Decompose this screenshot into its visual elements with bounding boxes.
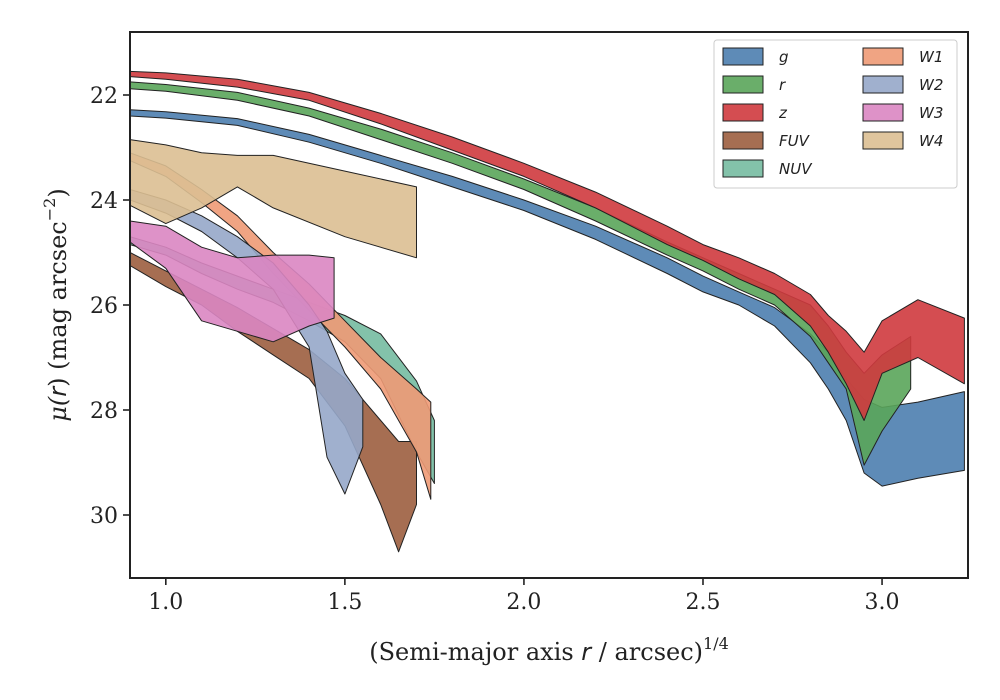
- legend-swatch-nuv: [722, 159, 764, 178]
- x-tick-label: 3.0: [865, 590, 900, 615]
- legend-swatch-w4: [862, 131, 904, 150]
- legend-label-w2: W2: [919, 76, 943, 94]
- legend-label-g: g: [779, 48, 789, 66]
- legend-swatch-r: [722, 75, 764, 94]
- y-tick-label: 22: [90, 84, 118, 109]
- legend-item-z: z: [722, 103, 788, 122]
- band-w3: [130, 220, 335, 343]
- legend-item-nuv: NUV: [722, 159, 813, 178]
- band-z: [130, 70, 965, 421]
- legend-swatch-z: [722, 103, 764, 122]
- legend-label-fuv: FUV: [779, 132, 811, 150]
- legend-swatch-w2: [862, 75, 904, 94]
- legend-swatch-w3: [862, 103, 904, 122]
- x-axis-ticks: 1.0 1.5 2.0 2.5 3.0: [148, 578, 900, 615]
- legend-item-g: g: [722, 47, 789, 66]
- band-areas: [130, 70, 965, 553]
- x-tick-label: 1.0: [148, 590, 183, 615]
- legend-item-w3: W3: [862, 103, 943, 122]
- x-axis-label: (Semi-major axis r / arcsec)1/4: [369, 634, 729, 666]
- x-tick-label: 1.5: [327, 590, 362, 615]
- legend-label-w4: W4: [919, 132, 943, 150]
- legend-label-nuv: NUV: [779, 160, 813, 178]
- legend-item-fuv: FUV: [722, 131, 811, 150]
- legend-label-w3: W3: [919, 104, 943, 122]
- legend-label-r: r: [779, 76, 786, 94]
- legend-label-z: z: [778, 104, 788, 122]
- x-tick-label: 2.0: [506, 590, 541, 615]
- y-tick-label: 30: [90, 504, 118, 529]
- y-tick-label: 24: [90, 189, 118, 214]
- band-w1: [130, 152, 432, 500]
- y-tick-label: 28: [90, 399, 118, 424]
- legend-swatch-w1: [862, 47, 904, 66]
- legend-swatch-g: [722, 47, 764, 66]
- x-tick-label: 2.5: [685, 590, 720, 615]
- legend-item-w1: W1: [862, 47, 943, 66]
- legend-item-w2: W2: [862, 75, 943, 94]
- y-axis-ticks: 22 24 26 28 30: [90, 84, 130, 529]
- y-tick-label: 26: [90, 294, 118, 319]
- legend-item-r: r: [722, 75, 786, 94]
- legend-item-w4: W4: [862, 131, 943, 150]
- band-r: [130, 81, 912, 466]
- band-w2: [130, 189, 364, 495]
- legend-label-w1: W1: [919, 48, 943, 66]
- band-w4: [130, 139, 417, 259]
- legend-swatch-fuv: [722, 131, 764, 150]
- y-axis-label: μ(r) (mag arcsec−2): [40, 188, 72, 421]
- legend: grz FUV NUV W1 W2 W3 W4: [713, 39, 958, 189]
- band-g: [130, 109, 965, 487]
